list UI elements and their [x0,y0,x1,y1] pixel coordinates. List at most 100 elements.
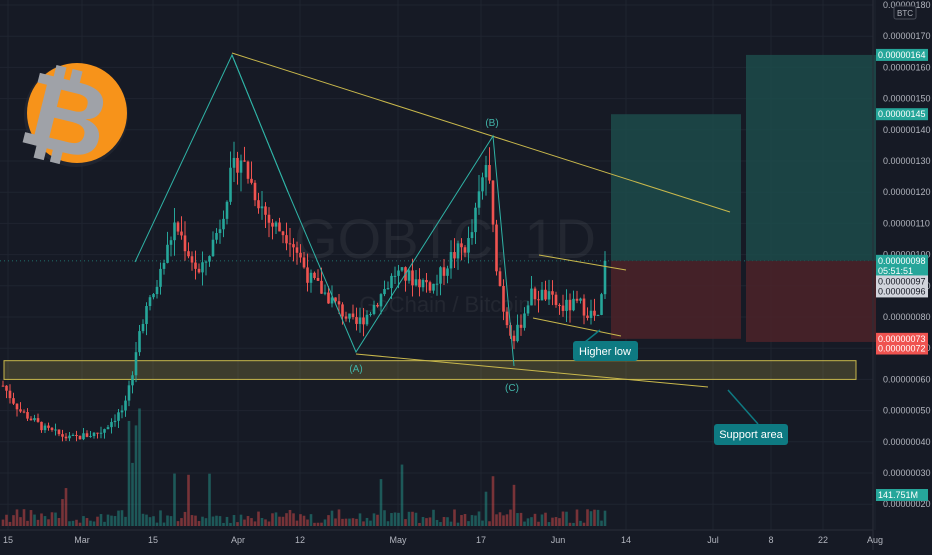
volume-bar [131,462,134,526]
volume-bar [320,522,323,526]
volume-bar [26,520,29,526]
wave-label-b: (B) [485,118,498,129]
price-badge [876,332,928,345]
price-tick-label: 0.00000180 [883,0,931,10]
volume-bar [537,521,540,526]
volume-bar [236,522,239,526]
volume-bar [78,522,82,526]
volume-bar [491,476,495,526]
candle-body [173,222,176,241]
volume-bar [295,520,299,526]
price-badge [876,254,928,267]
candle-body [523,313,526,328]
volume-bar [572,522,575,526]
volume-bar [575,509,579,526]
candle-body [390,275,393,289]
volume-bar [36,519,40,526]
candle-body [362,317,365,325]
volume-bar [309,514,313,526]
volume-bar [92,521,96,526]
volume-bar [348,518,351,526]
candle-body [197,268,201,273]
candle-body [257,200,260,209]
volume-bar [40,513,43,526]
candle-body [113,420,117,423]
candle-body [537,299,540,301]
candle-body [530,288,533,306]
volume-bar [155,522,159,526]
volume-bar [516,513,519,526]
candle-body [470,232,474,239]
trendline [231,52,731,213]
candle-body [435,283,439,285]
volume-bar [64,488,68,526]
time-axis[interactable]: 15 Mar 15 Apr 12 May 17 Jun 14 Jul 8 22 Aug [3,535,883,545]
trendlines[interactable] [231,52,731,388]
candle-body [586,315,589,318]
candle-body [393,275,397,277]
candle-body [278,222,281,232]
wave-label-a: (A) [349,364,362,375]
candlesticks[interactable] [1,141,607,442]
candle-body [421,280,425,288]
volume-bar [313,522,316,526]
candle-body [124,400,127,411]
volume-bar [120,510,124,526]
candle-body [484,165,488,178]
volume-bar [600,520,603,526]
candle-body [355,317,358,324]
candle-body [260,206,264,209]
profit-zone [746,54,876,261]
candle-body [575,298,579,301]
risk-reward-zones[interactable] [611,54,876,342]
candle-body [82,433,85,440]
candle-body [159,268,162,287]
candle-body [407,270,411,281]
candle-body [313,272,316,278]
volume-bar [519,512,523,526]
annotation-callouts[interactable]: Higher low Support area [573,329,788,445]
volume-bar [355,518,358,526]
support-area-text: Support area [719,429,783,441]
volume-bar [176,521,180,526]
volume-bar [43,516,47,526]
candle-body [33,418,36,421]
candle-body [365,314,369,325]
volume-bar [523,521,526,526]
candle-body [582,298,586,316]
candle-body [29,418,33,421]
price-badges: 0.000001640.000001450.0000009805:51:510.… [876,48,928,501]
candle-body [138,331,141,353]
watermark-subtitle: GoChain / Bitcoin [359,292,530,317]
candle-body [302,257,306,268]
candle-body [519,324,523,328]
candle-body [36,418,40,422]
candle-body [288,243,292,245]
candle-body [414,279,418,286]
candle-body [253,182,257,201]
volume-bar [481,520,484,526]
volume-bar [239,514,243,526]
volume-bar [551,517,554,526]
elliott-wave-lines[interactable] [134,53,515,367]
candle-body [334,297,337,302]
volume-bar [15,509,19,526]
candle-body [194,262,197,269]
callout-pointer [584,329,601,343]
volume-bar [446,517,449,526]
volume-bar [365,517,369,526]
price-badge [876,264,928,277]
price-axis[interactable]: 0.00000180 0.00000170 0.00000160 0.00000150… [883,0,931,509]
volume-bar [152,516,155,526]
price-tick-label: 0.00000150 [883,94,931,104]
volume-bar [264,519,267,526]
candle-body [1,385,5,387]
volume-bar [435,519,439,526]
price-tick-label: 0.00000030 [883,468,931,478]
time-tick-label: 14 [621,535,631,545]
volume-bar [306,519,309,526]
volume-bar [61,499,64,526]
candle-body [22,411,26,413]
